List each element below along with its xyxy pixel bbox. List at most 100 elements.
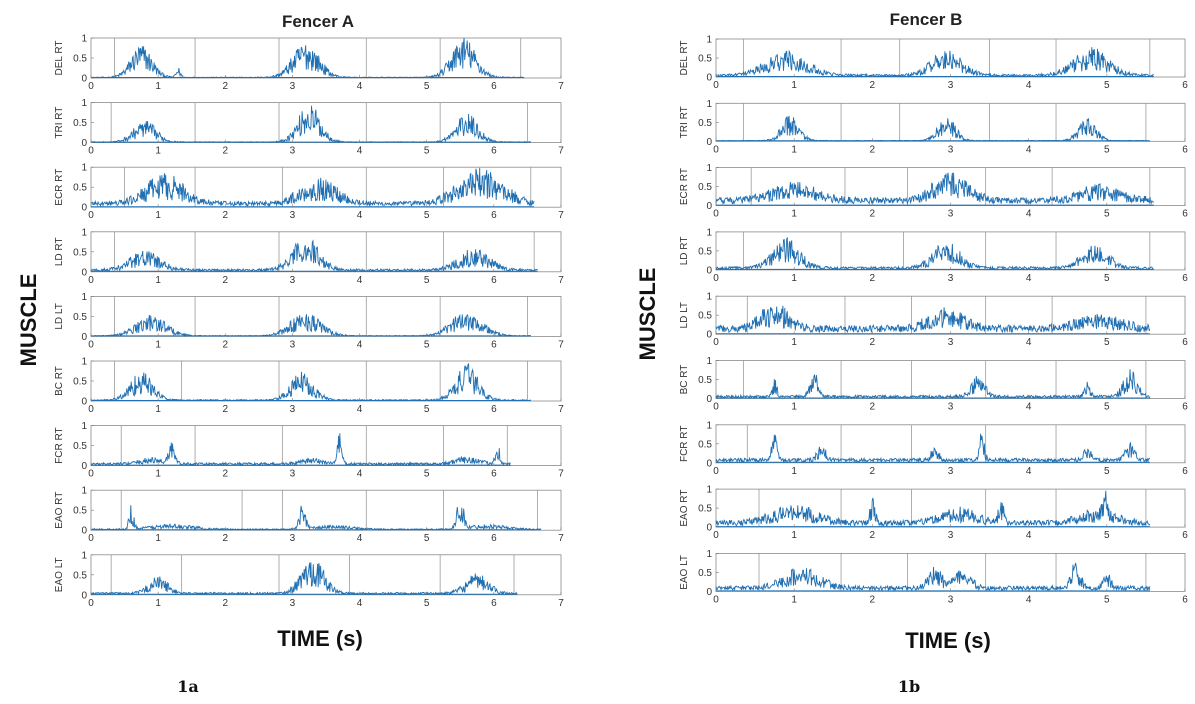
y-tick-label: 0.5: [698, 375, 712, 386]
y-tick-label: 0: [81, 74, 87, 85]
x-tick-label: 1: [155, 146, 161, 157]
x-tick-label: 7: [558, 81, 564, 92]
y-tick-label: 0.5: [73, 570, 87, 581]
x-tick-label: 1: [791, 144, 797, 155]
y-tick-label: 1: [81, 163, 87, 174]
emg-signal-line: [90, 433, 511, 467]
x-tick-label: 4: [357, 339, 363, 350]
channel-del-rt: 0 0.5 1 0 1 2 3 4 5 6 7 DEL RT: [54, 34, 564, 93]
x-tick-label: 5: [1104, 530, 1110, 541]
y-tick-label: 0.5: [73, 506, 87, 517]
y-tick-label: 1: [706, 35, 712, 46]
y-tick-label: 0: [81, 203, 87, 214]
emg-signal-line: [715, 369, 1151, 400]
x-tick-label: 3: [290, 533, 296, 544]
x-tick-label: 1: [791, 337, 797, 348]
x-tick-label: 4: [1026, 530, 1032, 541]
channel-label: LD LT: [679, 302, 690, 329]
y-tick-label: 1: [706, 485, 712, 496]
x-tick-label: 2: [223, 210, 229, 221]
y-tick-label: 0: [81, 138, 87, 149]
x-tick-label: 0: [713, 80, 719, 91]
panel-a-xlabel: TIME (s): [277, 626, 363, 651]
emg-signal-line: [715, 115, 1151, 142]
y-tick-label: 0: [706, 201, 712, 212]
x-tick-label: 0: [713, 273, 719, 284]
y-tick-label: 0.5: [698, 504, 712, 515]
y-tick-label: 1: [81, 227, 87, 238]
y-tick-label: 0: [706, 330, 712, 341]
x-tick-label: 7: [558, 533, 564, 544]
channel-del-rt: 0 0.5 1 0 1 2 3 4 5 6 DEL RT: [679, 35, 1188, 92]
y-tick-label: 1: [706, 292, 712, 303]
x-tick-label: 2: [870, 144, 876, 155]
x-tick-label: 5: [424, 146, 430, 157]
x-tick-label: 4: [1026, 273, 1032, 284]
x-tick-label: 3: [290, 598, 296, 609]
y-tick-label: 1: [706, 227, 712, 238]
x-tick-label: 5: [1104, 402, 1110, 413]
x-tick-label: 6: [491, 210, 497, 221]
x-tick-label: 2: [223, 275, 229, 286]
channel-fcr-rt: 0 0.5 1 0 1 2 3 4 5 6 FCR RT: [679, 420, 1188, 477]
channel-label: FCR RT: [54, 427, 65, 463]
y-tick-label: 0.5: [698, 54, 712, 65]
x-tick-label: 4: [357, 598, 363, 609]
y-tick-label: 0: [81, 526, 87, 537]
x-tick-label: 5: [424, 404, 430, 415]
x-tick-label: 3: [290, 404, 296, 415]
axes-box: [90, 489, 562, 531]
x-tick-label: 6: [491, 81, 497, 92]
channel-eao-rt: 0 0.5 1 0 1 2 3 4 5 6 7 EAO RT: [54, 486, 564, 545]
y-tick-label: 0.5: [698, 568, 712, 579]
x-tick-label: 0: [713, 209, 719, 220]
channel-ld-rt: 0 0.5 1 0 1 2 3 4 5 6 LD RT: [679, 227, 1188, 284]
axes-box: [715, 424, 1186, 464]
x-tick-label: 3: [948, 530, 954, 541]
x-tick-label: 6: [1182, 144, 1188, 155]
x-tick-label: 1: [791, 466, 797, 477]
y-tick-label: 0: [81, 332, 87, 343]
panel-b-caption: 1b: [898, 677, 920, 696]
x-tick-label: 0: [713, 466, 719, 477]
x-tick-label: 2: [870, 209, 876, 220]
x-tick-label: 6: [1182, 402, 1188, 413]
emg-signal-line: [90, 505, 541, 531]
emg-signal-line: [90, 313, 531, 338]
x-tick-label: 2: [870, 402, 876, 413]
x-tick-label: 0: [88, 598, 94, 609]
x-tick-label: 2: [223, 598, 229, 609]
y-tick-label: 0: [81, 590, 87, 601]
y-tick-label: 0: [706, 137, 712, 148]
emg-signal-line: [90, 167, 535, 208]
y-tick-label: 0: [81, 267, 87, 278]
x-tick-label: 5: [1104, 594, 1110, 605]
y-tick-label: 0: [706, 394, 712, 405]
channel-label: DEL RT: [679, 40, 690, 75]
x-tick-label: 1: [155, 81, 161, 92]
axes-box: [715, 102, 1186, 142]
x-tick-label: 5: [1104, 144, 1110, 155]
x-tick-label: 7: [558, 404, 564, 415]
x-tick-label: 4: [1026, 144, 1032, 155]
channel-label: TRI RT: [679, 106, 690, 138]
y-tick-label: 0.5: [698, 311, 712, 322]
channel-ld-rt: 0 0.5 1 0 1 2 3 4 5 6 7 LD RT: [54, 227, 564, 285]
y-tick-label: 1: [81, 421, 87, 432]
emg-signal-line: [90, 239, 538, 273]
channel-label: ECR RT: [54, 169, 65, 206]
x-tick-label: 6: [491, 533, 497, 544]
emg-signal-line: [715, 562, 1151, 593]
y-tick-label: 0: [706, 523, 712, 534]
y-tick-label: 0.5: [73, 247, 87, 258]
channel-fcr-rt: 0 0.5 1 0 1 2 3 4 5 6 7 FCR RT: [54, 421, 564, 480]
y-tick-label: 0.5: [73, 183, 87, 194]
x-tick-label: 1: [155, 598, 161, 609]
channel-label: EAO RT: [54, 492, 65, 529]
x-tick-label: 0: [713, 337, 719, 348]
axes-box: [715, 231, 1186, 271]
emg-signal-line: [90, 105, 531, 144]
